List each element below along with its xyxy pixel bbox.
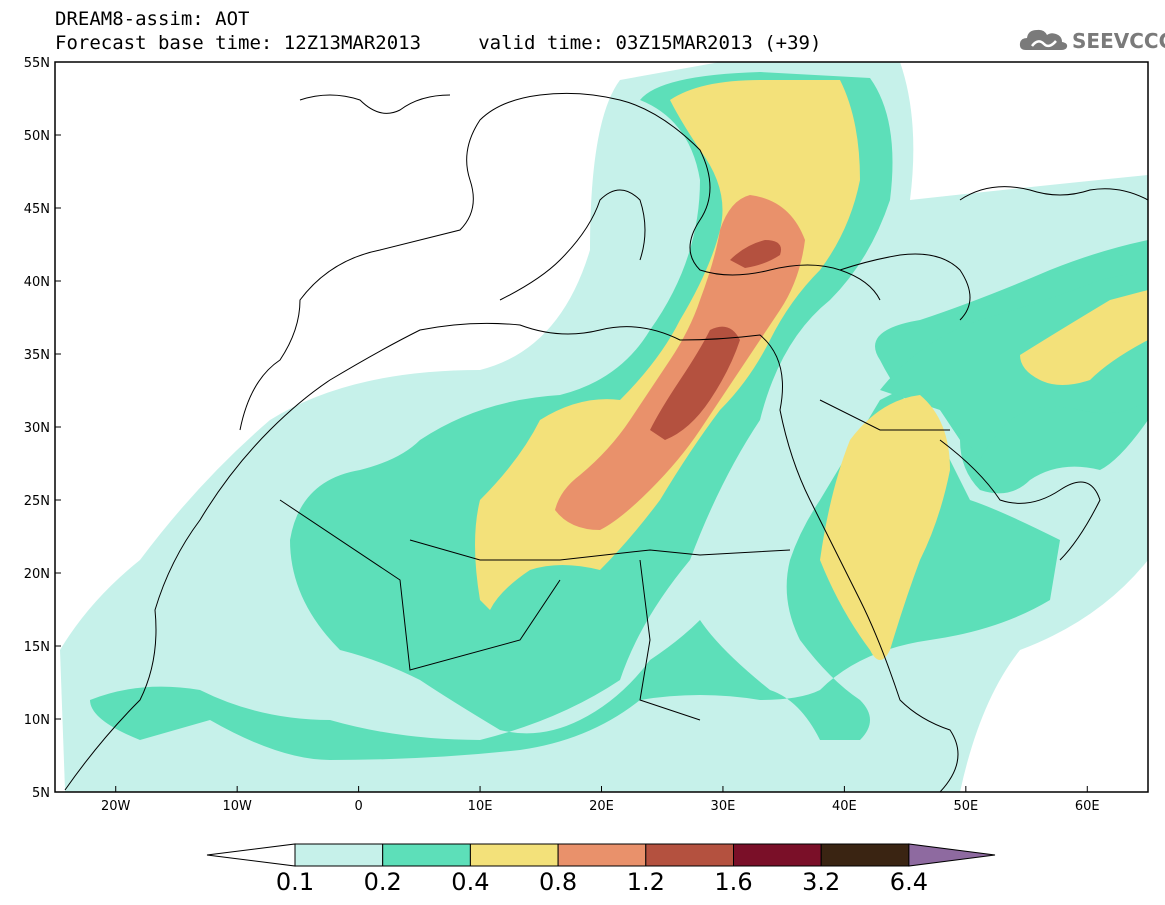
aot-contour-1.2-b xyxy=(730,240,781,268)
aot-contour-0.8 xyxy=(555,195,805,530)
lat-label-5N: 5N xyxy=(32,786,50,801)
colorbar-label: 6.4 xyxy=(889,868,928,896)
colorbar-label: 0.2 xyxy=(363,868,402,896)
lat-label-20N: 20N xyxy=(24,567,50,582)
aot-contour-0.4-c xyxy=(1020,290,1148,385)
colorbar-swatch xyxy=(382,843,471,867)
lat-label-15N: 15N xyxy=(24,640,50,655)
colorbar-swatch xyxy=(645,843,734,867)
lon-label-10W: 10W xyxy=(222,799,252,814)
lat-label-40N: 40N xyxy=(24,275,50,290)
colorbar-low-arrow xyxy=(206,843,296,867)
lon-label-0: 0 xyxy=(354,799,362,814)
lat-label-10N: 10N xyxy=(24,713,50,728)
lon-label-50E: 50E xyxy=(953,799,978,814)
aot-field xyxy=(55,62,1148,792)
longitude-ticks: 20W 10W 0 10E 20E 30E 40E 50E 60E xyxy=(101,786,1100,814)
lat-label-50N: 50N xyxy=(24,129,50,144)
colorbar-label: 0.4 xyxy=(451,868,490,896)
aot-contour-1.2-a xyxy=(650,326,740,440)
chart-title: DREAM8-assim: AOT xyxy=(55,8,250,30)
colorbar-label: 0.8 xyxy=(539,868,578,896)
colorbar-label: 1.6 xyxy=(714,868,753,896)
colorbar-label: 0.1 xyxy=(275,868,315,896)
lon-label-30E: 30E xyxy=(711,799,736,814)
lon-label-60E: 60E xyxy=(1075,799,1100,814)
lat-label-35N: 35N xyxy=(24,348,50,363)
lon-label-20E: 20E xyxy=(589,799,614,814)
lon-label-20W: 20W xyxy=(101,799,131,814)
colorbar-label: 3.2 xyxy=(802,868,841,896)
colorbar-high-arrow xyxy=(908,843,996,867)
seevccc-logo: SEEVCCC xyxy=(1018,26,1165,54)
lon-label-40E: 40E xyxy=(832,799,857,814)
colorbar-swatch xyxy=(469,843,559,867)
colorbar-swatch xyxy=(820,843,910,867)
lon-label-10E: 10E xyxy=(468,799,493,814)
colorbar-swatch xyxy=(557,843,647,867)
lat-label-25N: 25N xyxy=(24,494,50,509)
lat-label-30N: 30N xyxy=(24,421,50,436)
latitude-ticks: 55N 50N 45N 40N 35N 30N 25N 20N 15N 10N 5N xyxy=(24,56,61,801)
colorbar-label: 1.2 xyxy=(626,868,665,896)
coastlines xyxy=(64,92,1148,792)
cloud-icon xyxy=(1019,29,1068,50)
colorbar-swatch xyxy=(733,843,822,867)
forecast-time-line: Forecast base time: 12Z13MAR2013 valid t… xyxy=(55,32,822,54)
aot-contour-0.4-b xyxy=(820,395,950,660)
colorbar xyxy=(206,843,996,867)
logo-text: SEEVCCC xyxy=(1072,29,1165,53)
lat-label-55N: 55N xyxy=(24,56,50,71)
lat-label-45N: 45N xyxy=(24,202,50,217)
colorbar-swatch xyxy=(294,843,384,867)
